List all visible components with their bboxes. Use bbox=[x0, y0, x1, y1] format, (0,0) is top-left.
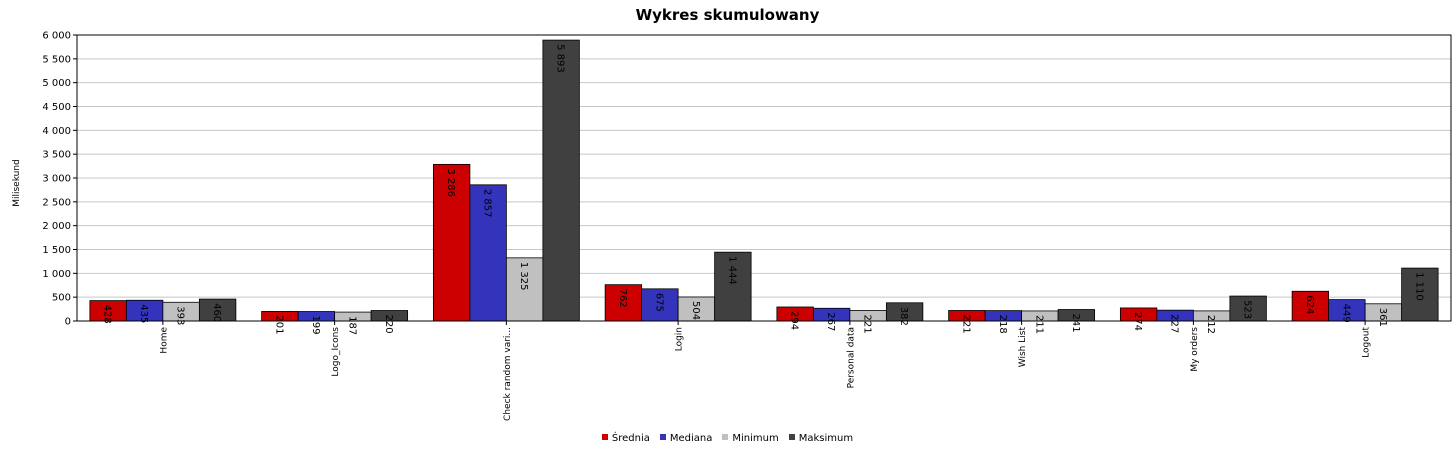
legend-label: Mediana bbox=[669, 433, 713, 444]
y-tick-label: 0 bbox=[65, 317, 71, 328]
bar-mediana-2 bbox=[469, 184, 507, 322]
data-label: 5 893 bbox=[555, 44, 566, 73]
bar-maksimum-7 bbox=[1401, 267, 1439, 322]
y-tick-labels: 0 500 1 000 1 500 2 000 2 500 3 000 3 500 4 000 4… bbox=[42, 31, 77, 328]
data-label: 221 bbox=[862, 314, 873, 333]
y-axis-label: Milisekund bbox=[12, 159, 22, 207]
x-category-label: Home bbox=[159, 327, 169, 354]
data-label: 460 bbox=[211, 303, 222, 322]
legend-swatch bbox=[722, 434, 729, 440]
legend-label: Minimum bbox=[732, 433, 779, 444]
data-label: 762 bbox=[617, 289, 628, 308]
legend-item: Minimum bbox=[722, 433, 779, 444]
data-label: 361 bbox=[1377, 308, 1388, 327]
data-label: 523 bbox=[1242, 300, 1253, 319]
y-tick-label: 5 000 bbox=[42, 78, 71, 89]
bars: 428 435 393 460 201 199 187 220 3 286 2 857 1 325 5… bbox=[89, 39, 1439, 335]
data-label: 199 bbox=[310, 316, 321, 335]
data-label: 382 bbox=[898, 307, 909, 326]
y-tick-label: 1 500 bbox=[42, 245, 71, 256]
x-category-label: Logo_Icons bbox=[331, 327, 341, 377]
y-tick-label: 1 000 bbox=[42, 269, 71, 280]
data-label: 218 bbox=[997, 315, 1008, 334]
data-label: 675 bbox=[653, 293, 664, 312]
data-label: 187 bbox=[346, 316, 357, 335]
legend-swatch bbox=[601, 434, 608, 440]
data-label: 3 286 bbox=[445, 168, 456, 197]
x-category-labels: Home Logo_Icons Check random vari... Login P… bbox=[159, 321, 1372, 421]
data-label: 449 bbox=[1340, 304, 1351, 323]
legend: Średnia Mediana Minimum Maksimum bbox=[0, 433, 1455, 444]
data-label: 435 bbox=[138, 304, 149, 323]
y-tick-label: 4 000 bbox=[42, 126, 71, 137]
data-label: 211 bbox=[1033, 315, 1044, 334]
data-label: 428 bbox=[102, 305, 113, 324]
y-tick-label: 5 500 bbox=[42, 54, 71, 65]
x-category-label: Wish List bbox=[1018, 327, 1028, 368]
legend-label: Maksimum bbox=[798, 433, 854, 444]
x-category-label: Check random vari... bbox=[503, 327, 513, 421]
data-label: 212 bbox=[1205, 315, 1216, 334]
data-label: 1 325 bbox=[518, 262, 529, 291]
data-label: 241 bbox=[1070, 314, 1081, 333]
legend-swatch bbox=[659, 434, 666, 440]
data-label: 393 bbox=[175, 306, 186, 325]
data-label: 504 bbox=[690, 301, 701, 320]
x-category-label: Login bbox=[675, 327, 685, 351]
x-category-label: Logout bbox=[1362, 327, 1372, 358]
data-label: 624 bbox=[1304, 295, 1315, 314]
bar-minimum-3 bbox=[677, 296, 716, 322]
bar-maksimum-6 bbox=[1229, 295, 1267, 322]
bar-maksimum-2 bbox=[542, 39, 580, 322]
y-tick-label: 2 000 bbox=[42, 221, 71, 232]
y-tick-label: 3 500 bbox=[42, 150, 71, 161]
y-tick-label: 6 000 bbox=[42, 31, 71, 42]
x-category-label: My orders bbox=[1190, 327, 1200, 372]
data-label: 1 444 bbox=[726, 256, 737, 285]
legend-label: Średnia bbox=[611, 433, 650, 444]
chart-title: Wykres skumulowany bbox=[635, 6, 820, 24]
legend-item: Mediana bbox=[659, 433, 713, 444]
legend-item: Średnia bbox=[601, 433, 650, 444]
bar-mediana-3 bbox=[641, 288, 679, 322]
bar-minimum-2 bbox=[505, 257, 544, 322]
y-tick-label: 4 500 bbox=[42, 102, 71, 113]
data-label: 220 bbox=[383, 315, 394, 334]
data-label: 221 bbox=[960, 314, 971, 333]
y-tick-label: 500 bbox=[52, 293, 71, 304]
x-category-label: Personal data bbox=[846, 327, 856, 388]
y-tick-label: 3 000 bbox=[42, 174, 71, 185]
data-label: 2 857 bbox=[482, 189, 493, 218]
y-tick-label: 2 500 bbox=[42, 197, 71, 208]
gridlines bbox=[77, 35, 1451, 321]
bar-maksimum-3 bbox=[714, 251, 752, 322]
data-label: 227 bbox=[1169, 314, 1180, 333]
legend-item: Maksimum bbox=[788, 433, 854, 444]
data-label: 267 bbox=[825, 312, 836, 331]
data-label: 201 bbox=[273, 315, 284, 334]
data-label: 1 110 bbox=[1413, 272, 1424, 301]
legend-swatch bbox=[788, 434, 795, 440]
